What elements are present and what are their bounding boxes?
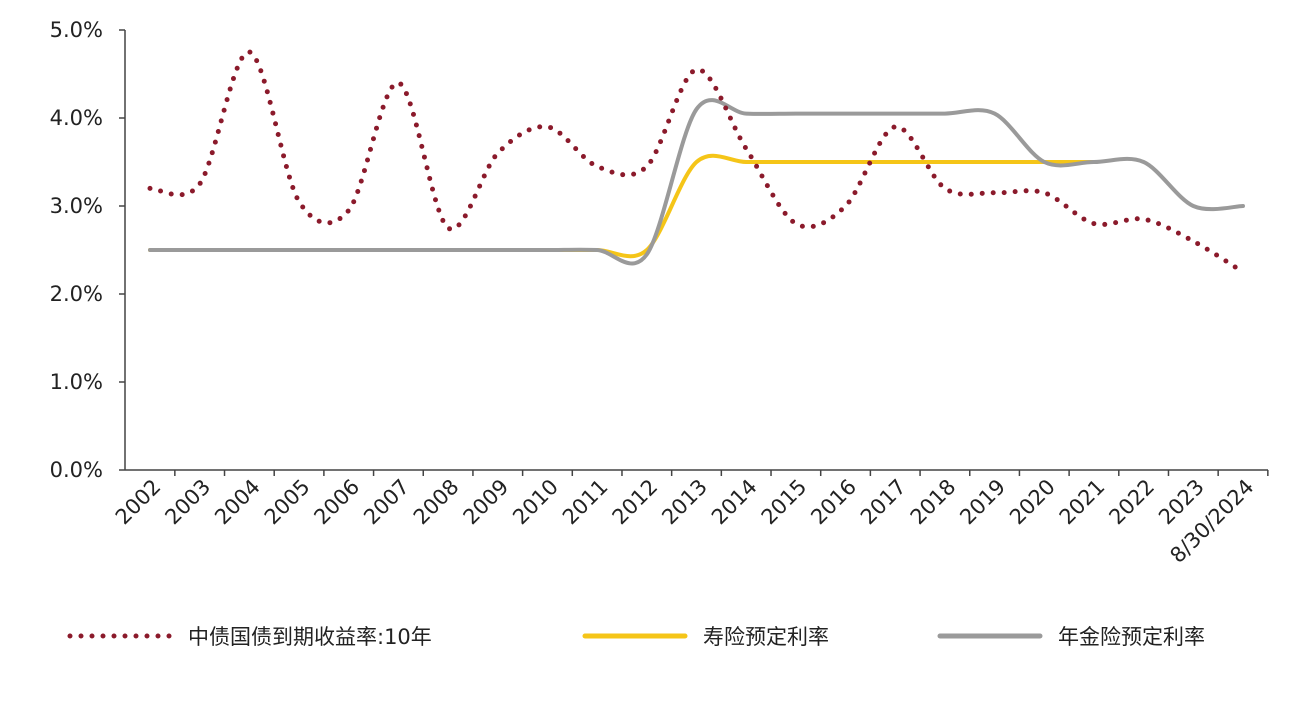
legend-label: 年金险预定利率 xyxy=(1058,625,1205,649)
x-tick-label: 2013 xyxy=(657,475,712,530)
x-tick-label: 2002 xyxy=(111,475,166,530)
x-tick-label: 2010 xyxy=(508,475,563,530)
y-tick-label: 2.0% xyxy=(50,282,103,306)
x-tick-label: 2003 xyxy=(160,475,215,530)
x-tick-label: 2017 xyxy=(856,475,911,530)
x-tick-label: 2018 xyxy=(906,475,961,530)
x-tick-label: 2012 xyxy=(608,475,663,530)
y-tick-label: 3.0% xyxy=(50,194,103,218)
x-tick-label: 2007 xyxy=(359,475,414,530)
y-tick-label: 0.0% xyxy=(50,458,103,482)
x-tick-label: 2020 xyxy=(1005,475,1060,530)
x-tick-label: 2009 xyxy=(459,475,514,530)
legend-label: 中债国债到期收益率:10年 xyxy=(188,625,432,649)
x-tick-label: 2016 xyxy=(806,475,861,530)
y-tick-label: 5.0% xyxy=(50,18,103,42)
x-tick-label: 2006 xyxy=(309,475,364,530)
x-tick-label: 2004 xyxy=(210,475,265,530)
legend-label: 寿险预定利率 xyxy=(703,625,829,649)
x-tick-label: 2021 xyxy=(1055,475,1110,530)
y-tick-label: 4.0% xyxy=(50,106,103,130)
x-tick-label: 2022 xyxy=(1104,475,1159,530)
x-tick-label: 2005 xyxy=(260,475,315,530)
x-tick-label: 2015 xyxy=(757,475,812,530)
x-tick-label: 2019 xyxy=(955,475,1010,530)
y-tick-label: 1.0% xyxy=(50,370,103,394)
x-tick-label: 2011 xyxy=(558,475,613,530)
series-line xyxy=(148,153,1096,259)
x-tick-label: 2014 xyxy=(707,475,762,530)
series-line xyxy=(148,98,1245,266)
x-tick-label: 2008 xyxy=(409,475,464,530)
